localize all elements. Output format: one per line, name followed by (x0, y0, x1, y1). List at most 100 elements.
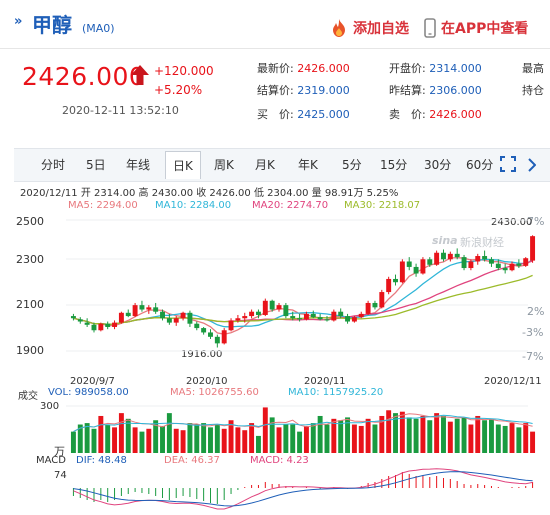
tab-60min[interactable]: 60分 (466, 158, 494, 172)
ma20-label: MA20: 2274.70 (252, 200, 329, 211)
volume-bar (262, 407, 268, 453)
candle-body (118, 312, 124, 323)
candle-body (283, 305, 289, 317)
tab-monthly-k[interactable]: 月K (255, 158, 275, 172)
vol-ma5-label: MA5: 1026755.60 (170, 387, 259, 398)
tab-yearly-k[interactable]: 年K (298, 158, 318, 172)
vol-ma10-line (73, 414, 533, 433)
change-percent: +5.20% (154, 83, 203, 97)
volume-bar (98, 415, 104, 453)
ma-lines (73, 256, 534, 335)
tab-30min[interactable]: 30分 (424, 158, 452, 172)
volume-bar (194, 424, 200, 453)
fullscreen-icon[interactable] (500, 156, 516, 172)
volume-bar (413, 418, 419, 453)
volume-bar (242, 430, 248, 453)
macd-lines (73, 468, 533, 510)
volume-bar (475, 415, 481, 453)
volume-bar (434, 413, 440, 453)
more-icon[interactable] (528, 158, 536, 172)
header-bar: » 甲醇 (MA0) 添加自选 在APP中查看 (0, 0, 550, 49)
candle-body (269, 300, 275, 310)
volume-bar (331, 418, 337, 453)
tab-year-line[interactable]: 年线 (126, 158, 151, 172)
volume-bar (105, 424, 111, 453)
volume-bar (523, 423, 529, 453)
candle-body (160, 311, 165, 319)
macd-dif-label: DIF: 48.48 (76, 455, 127, 466)
add-favorite-label: 添加自选 (353, 21, 409, 37)
view-in-app-button[interactable]: 在APP中查看 (424, 16, 528, 40)
volume-bar (112, 427, 118, 453)
tab-15min[interactable]: 15分 (380, 158, 408, 172)
macd-dea-label: DEA: 46.37 (164, 455, 220, 466)
candle-body (166, 318, 172, 323)
candle-body (84, 322, 90, 325)
volume-bar (365, 418, 371, 453)
y-tick-label: 2300 (16, 253, 44, 266)
quote-panel: 2426.000 +120.000 +5.20% 2020-12-11 13:5… (0, 48, 550, 130)
vol-ma5-line (73, 413, 533, 433)
quote-timestamp: 2020-12-11 13:52:10 (62, 104, 179, 117)
candle-body (242, 316, 248, 319)
candle-body (482, 256, 488, 260)
candle-body (475, 256, 481, 262)
ma30-line (73, 274, 533, 325)
candle-body (208, 332, 213, 337)
price-grid (66, 219, 528, 407)
candle-body (173, 318, 179, 323)
volume-bar (502, 425, 508, 453)
candle-body (399, 261, 405, 283)
volume-bar (228, 420, 234, 453)
macd-dif-line (73, 468, 533, 510)
candle-body (228, 320, 234, 331)
tab-5day[interactable]: 5日 (86, 158, 106, 172)
field-open-interest: 持仓 (522, 84, 544, 97)
candle-body (77, 319, 83, 322)
candle-body (310, 313, 316, 318)
candle-body (303, 313, 309, 320)
volume-bar (70, 431, 76, 453)
candle-body (502, 268, 508, 271)
volume-bar (393, 413, 398, 453)
ma5-line (73, 256, 534, 335)
tab-daily-k[interactable]: 日K (165, 151, 201, 179)
volume-bar (303, 425, 309, 453)
volume-bar (317, 415, 323, 453)
pct-tick-label: -7% (522, 350, 544, 363)
candle-body (509, 263, 515, 271)
volume-title: 成交 (18, 391, 38, 402)
candle-body (420, 259, 426, 274)
candle-body (112, 322, 118, 327)
vol-top-label: 300 (40, 401, 60, 412)
candle-body (441, 252, 446, 260)
macd-title: MACD (36, 455, 66, 466)
volume-bar (297, 431, 303, 453)
tab-weekly-k[interactable]: 周K (214, 158, 234, 172)
volume-bar (482, 420, 488, 453)
tab-timeshare[interactable]: 分时 (41, 158, 66, 172)
volume-bar (118, 413, 124, 453)
field-bid: 买 价: 2425.000 (257, 108, 350, 121)
candle-body (427, 259, 433, 265)
volume-bar (461, 417, 467, 453)
tab-5min[interactable]: 5分 (342, 158, 362, 172)
volume-bar (358, 425, 364, 453)
volume-bar (283, 424, 289, 453)
volume-bar (84, 423, 90, 453)
candle-body (317, 317, 323, 320)
volume-bar (345, 417, 351, 453)
volume-bar (269, 417, 275, 453)
kline-chart-panel: 分时 5日 年线 日K 周K 月K 年K 5分 15分 30分 60分 2020… (14, 148, 550, 515)
macd-dea-line (73, 471, 533, 507)
add-favorite-button[interactable]: 添加自选 (330, 16, 409, 40)
candle-body (468, 261, 474, 269)
x-tick-label: 2020/10 (186, 376, 228, 387)
candle-body (393, 278, 398, 283)
candle-body (434, 252, 440, 265)
candle-body (413, 266, 419, 274)
vol-ma10-label: MA10: 1157925.20 (288, 387, 384, 398)
candle-body (139, 305, 145, 310)
candle-body (221, 330, 227, 344)
period-tabs: 分时 5日 年线 日K 周K 月K 年K 5分 15分 30分 60分 (14, 148, 550, 182)
